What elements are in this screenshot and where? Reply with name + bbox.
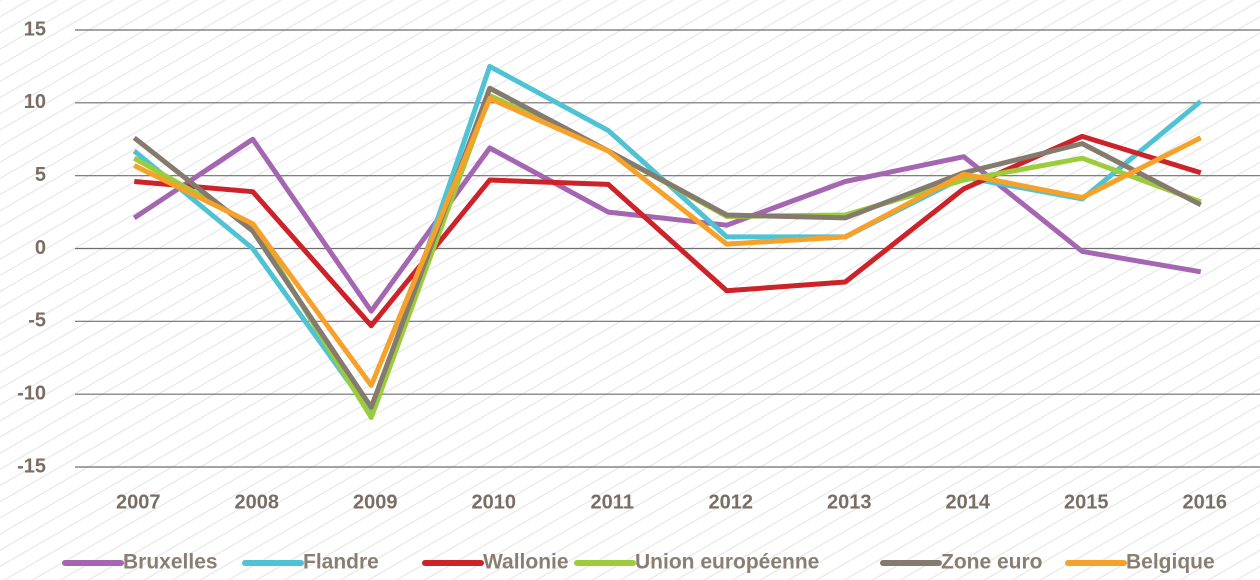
x-tick-label: 2011 xyxy=(591,491,634,513)
y-tick-label: 0 xyxy=(35,237,46,259)
y-tick-label: 10 xyxy=(24,91,46,113)
x-tick-label: 2010 xyxy=(472,491,517,513)
legend-label: Zone euro xyxy=(941,551,1043,574)
y-tick-label: -15 xyxy=(17,455,46,477)
series-line xyxy=(133,95,1202,388)
legend-label: Bruxelles xyxy=(123,551,218,574)
y-tick-label: -10 xyxy=(17,382,46,404)
x-tick-label: 2015 xyxy=(1064,491,1109,513)
legend-label: Union européenne xyxy=(635,551,819,574)
x-tick-label: 2013 xyxy=(827,491,872,513)
x-tick-label: 2009 xyxy=(353,491,398,513)
y-tick-label: 15 xyxy=(24,18,46,40)
series-line xyxy=(134,133,1202,329)
series-line xyxy=(132,136,1202,314)
legend-label: Belgique xyxy=(1126,551,1215,574)
legend-label: Wallonie xyxy=(483,551,569,574)
x-tick-label: 2008 xyxy=(235,491,280,513)
x-tick-label: 2007 xyxy=(116,491,161,513)
legend-label: Flandre xyxy=(303,551,379,574)
y-tick-label: -5 xyxy=(28,310,46,332)
y-tick-label: 5 xyxy=(35,164,46,186)
series-line xyxy=(132,85,1202,410)
x-tick-label: 2016 xyxy=(1183,491,1228,513)
x-tick-label: 2012 xyxy=(709,491,754,513)
x-tick-label: 2014 xyxy=(946,491,991,513)
